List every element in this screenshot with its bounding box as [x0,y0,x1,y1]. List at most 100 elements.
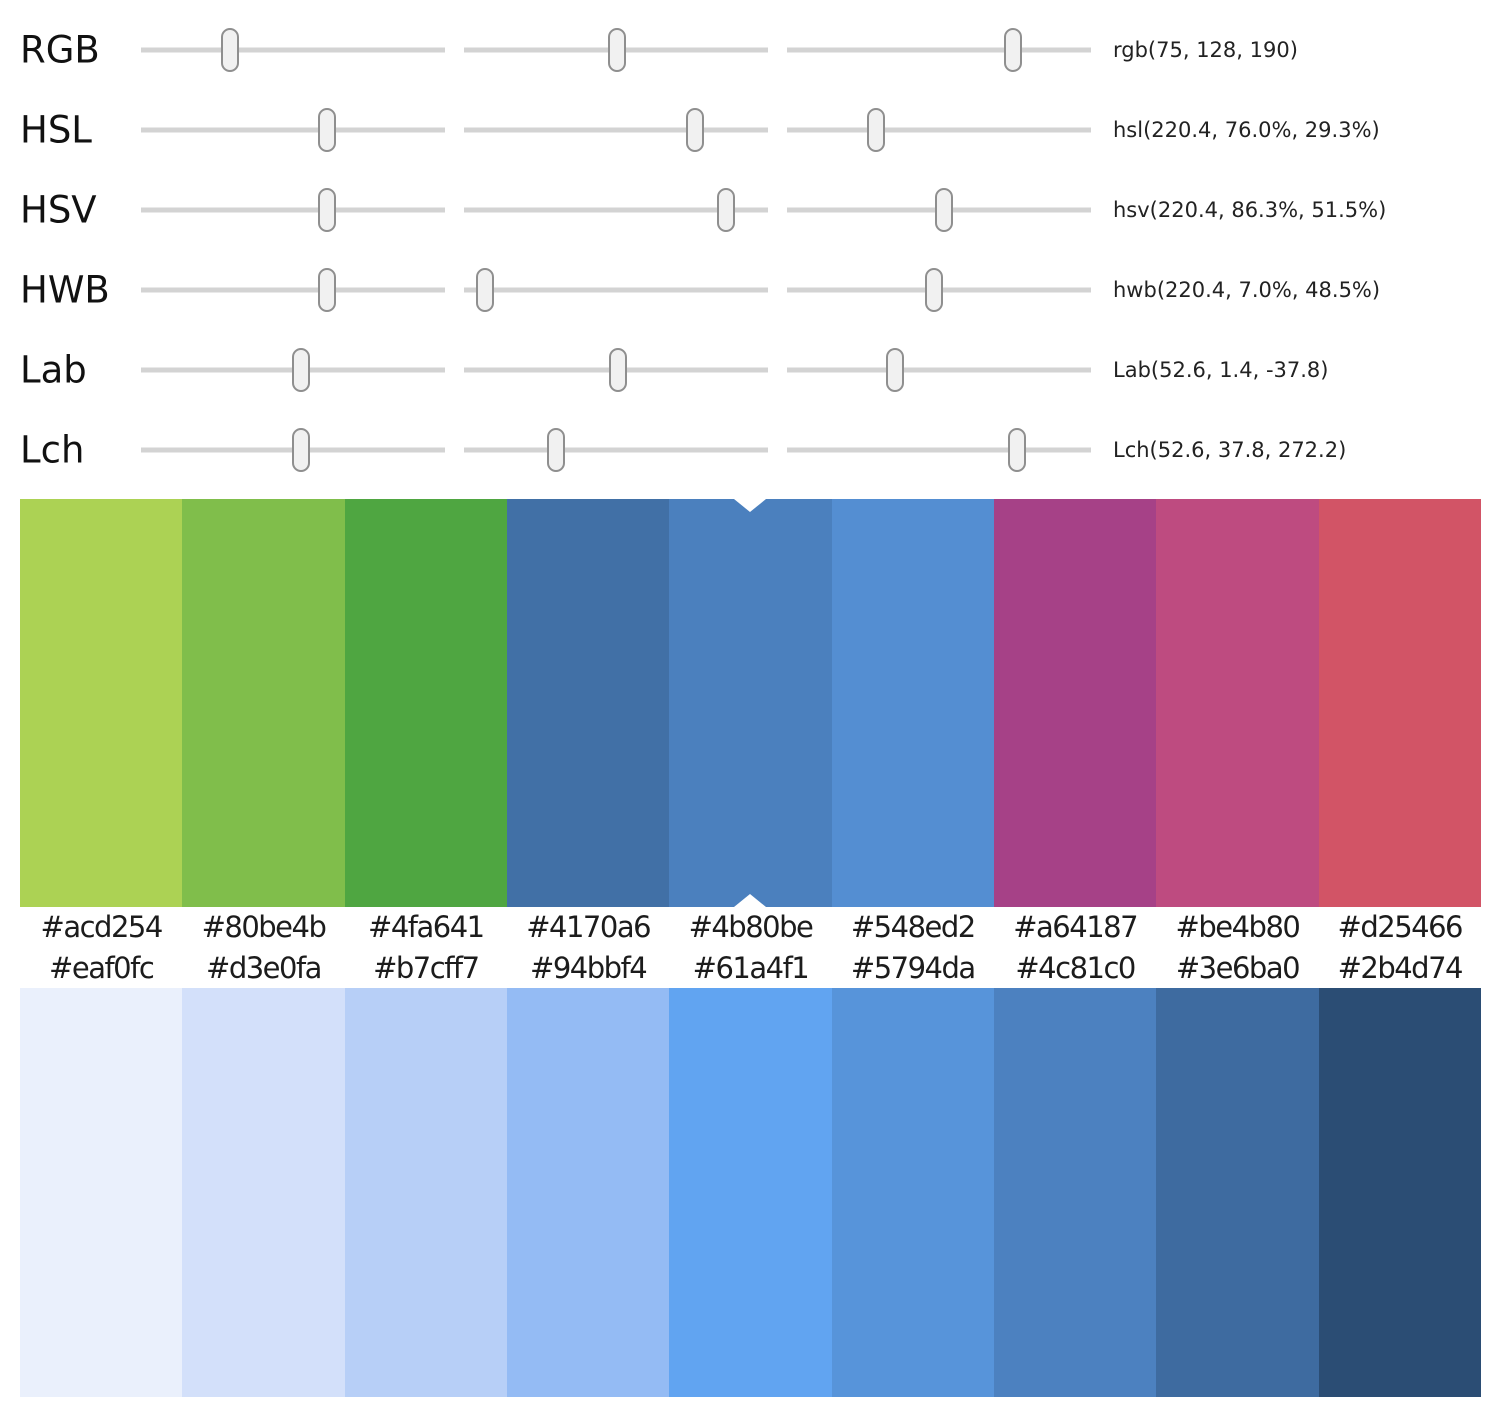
palette-swatch-4fa641[interactable] [344,499,507,907]
palette-swatch-be4b80[interactable] [1156,499,1319,907]
lab-slider-track-3[interactable] [787,347,1091,393]
lab-slider-thumb-2[interactable] [609,348,628,392]
lch-slider-thumb-1[interactable] [291,428,310,472]
hsv-slider-track-1[interactable] [141,187,445,233]
hwb-slider-thumb-1[interactable] [318,268,337,312]
palette-swatch-4170a6[interactable] [506,499,670,907]
hex-label-text: #be4b80 [1175,910,1301,944]
hex-label-text: #5794da [850,950,976,985]
slider-rail [464,127,768,133]
hwb-slider-thumb-3[interactable] [925,268,944,312]
hex-label: #5794da [832,948,994,988]
palette-swatch-3e6ba0[interactable] [1156,988,1319,1397]
palette-swatch-d25466[interactable] [1318,499,1481,907]
slider-row-lch: Lch Lch(52.6, 37.8, 272.2) [0,410,1501,490]
hsl-slider-track-1[interactable] [141,107,445,153]
hwb-slider-track-2[interactable] [464,267,768,313]
hue-palette [20,499,1481,907]
slider-rail [787,367,1091,373]
palette-swatch-2b4d74[interactable] [1318,988,1481,1397]
slider-row-label-lch: Lch [20,428,85,472]
slider-row-label-hsl: HSL [20,108,92,152]
slider-value-lch: Lch(52.6, 37.8, 272.2) [1113,438,1347,462]
hex-label: #94bbf4 [507,948,669,988]
shade-palette [20,988,1481,1397]
hwb-slider-track-1[interactable] [141,267,445,313]
hex-label: #4170a6 [507,907,669,948]
palette-swatch-b7cff7[interactable] [344,988,507,1397]
slider-row-hsv: HSV hsv(220.4, 86.3%, 51.5%) [0,170,1501,250]
shade-hex-labels: #eaf0fc #d3e0fa #b7cff7 #94bbf4 #61a4f1 #5794… [20,948,1481,988]
hex-label: #61a4f1 [669,948,831,988]
palette-swatch-80be4b[interactable] [182,499,345,907]
slider-rail [141,207,445,213]
selected-color-notch-top [734,499,767,512]
lab-slider-thumb-1[interactable] [291,348,310,392]
lch-slider-thumb-2[interactable] [546,428,565,472]
hex-label-text: #61a4f1 [692,950,810,985]
hsl-slider-track-3[interactable] [787,107,1091,153]
hex-label: #d25466 [1319,907,1481,948]
hex-label: #80be4b [182,907,344,948]
slider-rail [141,127,445,133]
hex-label: #4c81c0 [994,948,1156,988]
hex-label: #eaf0fc [20,948,182,988]
slider-rail [464,447,768,453]
palette-swatch-94bbf4[interactable] [506,988,670,1397]
hex-label-text: #d3e0fa [206,950,322,985]
selected-color-notch-bottom [734,894,767,907]
hex-label: #b7cff7 [345,948,507,988]
hsv-slider-thumb-1[interactable] [318,188,337,232]
palette-swatch-4c81c0[interactable] [993,988,1157,1397]
hex-label-text: #acd254 [40,910,164,944]
hex-label-text: #a64187 [1013,910,1138,944]
lab-slider-track-2[interactable] [464,347,768,393]
slider-rail [141,47,445,53]
hsv-slider-thumb-3[interactable] [934,188,953,232]
rgb-slider-thumb-2[interactable] [607,28,626,72]
hsl-slider-thumb-3[interactable] [867,108,886,152]
rgb-slider-track-2[interactable] [464,27,768,73]
slider-rail [787,47,1091,53]
slider-rail [464,287,768,293]
hex-label-text: #3e6ba0 [1175,950,1301,985]
hex-label-text: #4b80be [688,910,814,944]
slider-value-lab: Lab(52.6, 1.4, -37.8) [1113,358,1329,382]
hex-label: #4b80be [669,907,831,948]
palette-swatch-61a4f1[interactable] [669,988,832,1397]
lch-slider-thumb-3[interactable] [1007,428,1026,472]
slider-value-hsv: hsv(220.4, 86.3%, 51.5%) [1113,198,1387,222]
rgb-slider-track-1[interactable] [141,27,445,73]
slider-rail [787,447,1091,453]
palette-swatch-548ed2[interactable] [831,499,994,907]
lab-slider-thumb-3[interactable] [885,348,904,392]
rgb-slider-track-3[interactable] [787,27,1091,73]
palette-swatch-acd254[interactable] [20,499,183,907]
lch-slider-track-1[interactable] [141,427,445,473]
hwb-slider-thumb-2[interactable] [476,268,495,312]
hex-label-text: #94bbf4 [530,950,648,985]
lab-slider-track-1[interactable] [141,347,445,393]
rgb-slider-thumb-1[interactable] [221,28,240,72]
hue-hex-labels: #acd254 #80be4b #4fa641 #4170a6 #4b80be #548e… [20,907,1481,948]
palette-swatch-4b80be[interactable] [669,499,832,907]
hsl-slider-track-2[interactable] [464,107,768,153]
slider-row-label-lab: Lab [20,348,87,392]
rgb-slider-thumb-3[interactable] [1004,28,1023,72]
palette-swatch-a64187[interactable] [993,499,1157,907]
hwb-slider-track-3[interactable] [787,267,1091,313]
lch-slider-track-2[interactable] [464,427,768,473]
hsv-slider-thumb-2[interactable] [717,188,736,232]
hsl-slider-thumb-2[interactable] [686,108,705,152]
palette-swatch-eaf0fc[interactable] [20,988,183,1397]
lch-slider-track-3[interactable] [787,427,1091,473]
hsl-slider-thumb-1[interactable] [318,108,337,152]
hsv-slider-track-2[interactable] [464,187,768,233]
hex-label: #4fa641 [345,907,507,948]
slider-panel: RGB rgb(75, 128, 190) HSL hsl(220.4, 76.0%,… [0,0,1501,499]
slider-rail [787,127,1091,133]
hex-label: #3e6ba0 [1156,948,1318,988]
palette-swatch-5794da[interactable] [831,988,994,1397]
hsv-slider-track-3[interactable] [787,187,1091,233]
palette-swatch-d3e0fa[interactable] [182,988,345,1397]
